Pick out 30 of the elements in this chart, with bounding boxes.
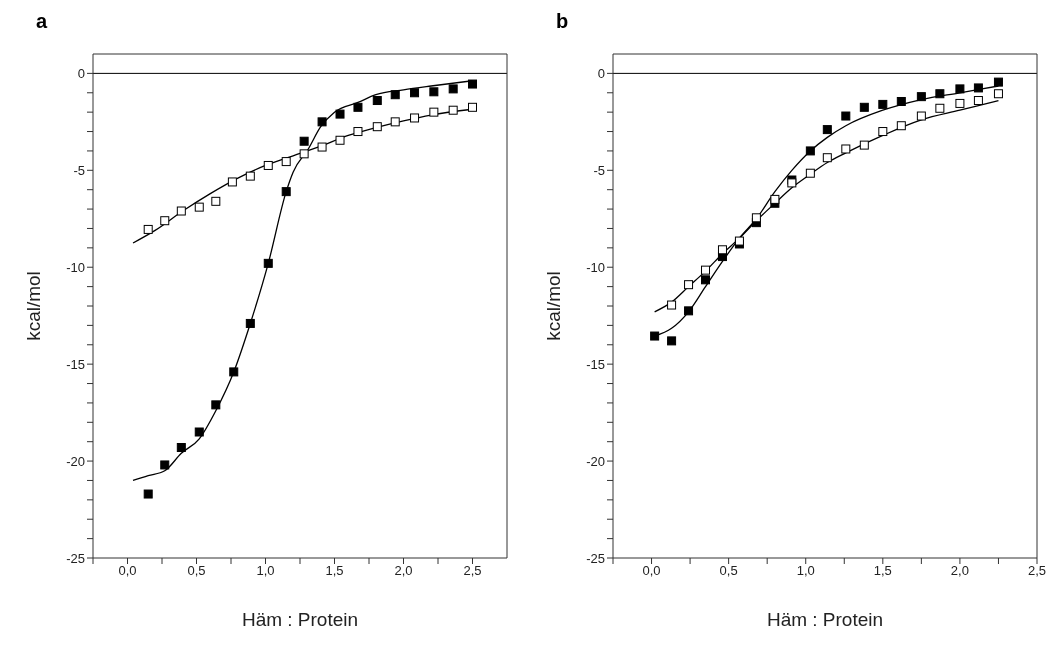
x-tick-label: 2,0 <box>950 563 969 579</box>
chart-title: a <box>36 10 48 33</box>
x-tick-label: 2,0 <box>394 563 413 579</box>
x-tick-label: 0,5 <box>187 563 206 579</box>
y-tick-label: -15 <box>586 356 605 372</box>
x-axis-title: Häm : Protein <box>766 609 884 630</box>
x-tick-label: 1,5 <box>873 563 892 579</box>
x-tick-label: 1,5 <box>325 563 344 579</box>
y-tick-label: -10 <box>66 259 85 275</box>
y-axis-title: kcal/mol <box>22 271 44 341</box>
x-tick-label: 2,5 <box>463 563 482 579</box>
y-tick-label: -20 <box>586 453 605 469</box>
x-tick-label: 0,0 <box>642 563 661 579</box>
x-tick-label: 0,0 <box>118 563 137 579</box>
y-tick-label: -15 <box>66 356 85 372</box>
x-tick-label: 2,5 <box>1027 563 1047 579</box>
y-tick-label: -25 <box>586 550 605 566</box>
x-axis-title: Häm : Protein <box>241 609 359 630</box>
y-axis-title: kcal/mol <box>542 271 564 341</box>
x-tick-label: 1,0 <box>796 563 815 579</box>
x-tick-label: 1,0 <box>256 563 275 579</box>
x-tick-label: 0,5 <box>719 563 738 579</box>
y-tick-label: -10 <box>586 259 605 275</box>
chart-title: b <box>556 10 569 33</box>
y-tick-label: -5 <box>73 162 85 178</box>
y-tick-label: 0 <box>597 66 605 81</box>
y-tick-label: -20 <box>66 453 85 469</box>
y-tick-label: -5 <box>593 162 605 178</box>
y-tick-label: 0 <box>77 66 85 81</box>
y-tick-label: -25 <box>66 550 85 566</box>
